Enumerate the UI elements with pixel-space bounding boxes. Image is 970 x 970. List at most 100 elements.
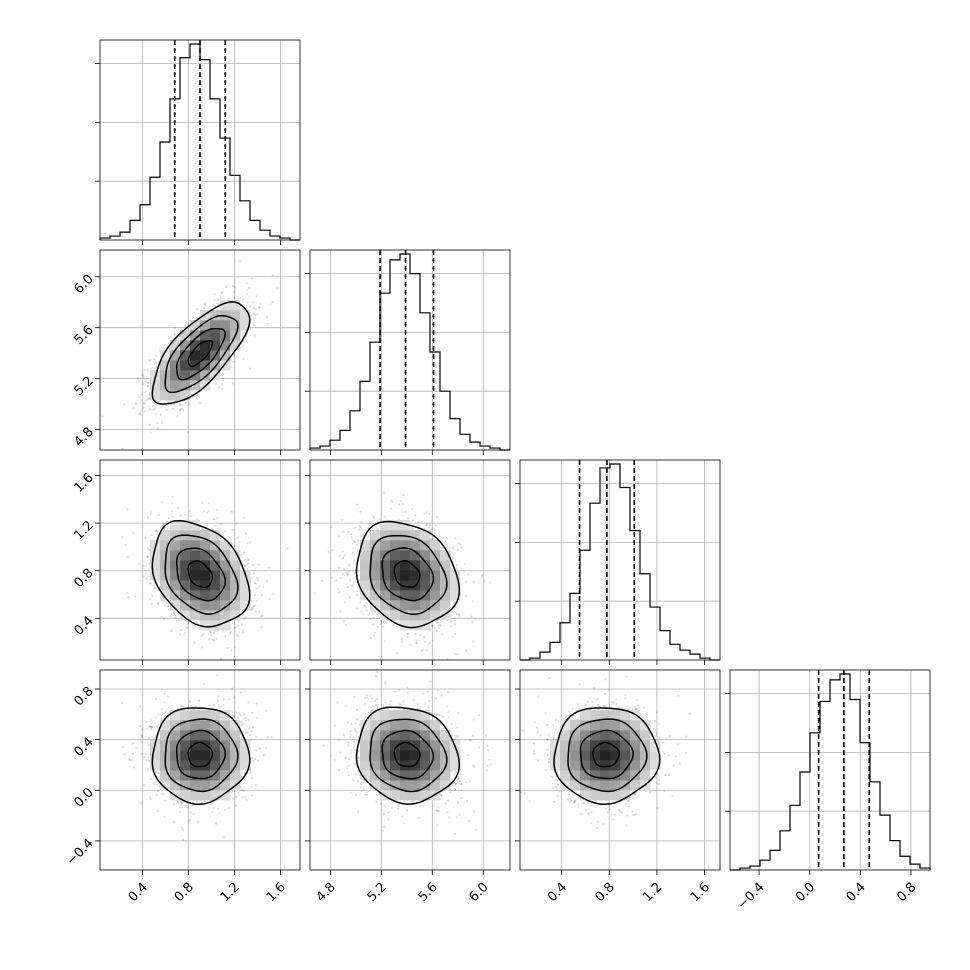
sample-point (457, 735, 460, 738)
sample-point (244, 716, 247, 720)
sample-point (155, 529, 158, 532)
density-cell (190, 570, 201, 581)
panel-frame (99, 459, 301, 661)
sample-point (369, 694, 372, 698)
sample-point (148, 726, 151, 729)
sample-point (151, 408, 154, 411)
sample-point (150, 777, 153, 781)
sample-point (389, 499, 392, 502)
sample-point (410, 800, 413, 803)
y-tick-label: 4.8 (71, 425, 96, 450)
sample-point (460, 797, 463, 800)
sample-point (417, 816, 420, 819)
sample-point (211, 810, 214, 813)
sample-point (130, 759, 133, 762)
sample-point (223, 808, 226, 812)
sample-point (383, 804, 386, 808)
sample-point (247, 562, 250, 565)
sample-point (465, 799, 469, 802)
sample-point (254, 334, 257, 337)
sample-point (366, 696, 369, 699)
density-cell (160, 580, 171, 591)
sample-point (253, 605, 256, 608)
sample-point (346, 573, 350, 576)
sample-point (254, 314, 257, 317)
sample-point (379, 620, 382, 623)
sample-point (249, 772, 252, 775)
sample-point (179, 633, 182, 636)
sample-point (258, 746, 261, 749)
sample-point (188, 510, 191, 513)
density-cell (440, 560, 451, 571)
density-cell (210, 790, 221, 801)
sample-point (214, 382, 217, 385)
sample-point (255, 702, 258, 705)
sample-point (217, 812, 220, 815)
sample-point (402, 700, 405, 703)
sample-point (426, 801, 429, 805)
sample-point (455, 567, 458, 570)
sample-point (236, 716, 239, 719)
sample-point (138, 412, 141, 415)
sample-point (465, 781, 468, 784)
sample-point (330, 576, 333, 579)
density-cell (190, 710, 201, 721)
sample-point (151, 401, 155, 405)
sample-point (354, 541, 357, 544)
contour-level-1 (175, 328, 226, 381)
sample-point (235, 522, 238, 526)
sample-point (252, 301, 255, 304)
sample-point (207, 509, 210, 512)
sample-point (203, 683, 206, 686)
sample-point (425, 648, 428, 651)
density-cell (220, 610, 231, 621)
panel-frame (99, 669, 301, 871)
y-tick-label: 5.6 (71, 323, 96, 348)
density-cell (200, 770, 211, 781)
sample-point (160, 708, 163, 711)
sample-point (286, 547, 289, 550)
density-cell (410, 570, 421, 581)
sample-point (251, 776, 254, 779)
sample-point (159, 413, 162, 416)
sample-point (245, 292, 248, 296)
sample-point (121, 746, 124, 749)
sample-point (211, 528, 214, 531)
sample-point (139, 413, 142, 416)
density-cell (230, 340, 241, 351)
sample-point (186, 323, 189, 326)
density-cell (360, 570, 371, 581)
density-cell (210, 320, 221, 331)
sample-point (338, 534, 341, 538)
density-cell (220, 780, 231, 791)
sample-point (186, 806, 189, 809)
contour-level-2 (164, 718, 239, 793)
sample-point (164, 711, 167, 714)
sample-point (141, 374, 144, 377)
sample-point (464, 580, 468, 583)
sample-point (424, 640, 427, 644)
density-cell (190, 370, 201, 381)
sample-point (215, 637, 218, 640)
histogram-1 (309, 253, 510, 451)
sample-point (345, 572, 348, 575)
sample-point (464, 595, 467, 598)
sample-point (454, 782, 458, 785)
sample-point (245, 532, 248, 535)
sample-point (428, 512, 431, 515)
sample-point (398, 503, 401, 506)
sample-point (185, 620, 188, 623)
sample-point (454, 653, 457, 656)
sample-point (261, 614, 264, 617)
density-cell (170, 600, 181, 611)
sample-point (140, 801, 143, 805)
sample-point (468, 738, 471, 741)
sample-point (144, 399, 147, 402)
sample-point (383, 812, 386, 816)
density-cell (400, 540, 411, 551)
sample-point (437, 806, 440, 809)
sample-point (160, 717, 163, 720)
sample-point (142, 373, 145, 376)
density-cell (210, 550, 221, 561)
sample-point (157, 772, 160, 775)
